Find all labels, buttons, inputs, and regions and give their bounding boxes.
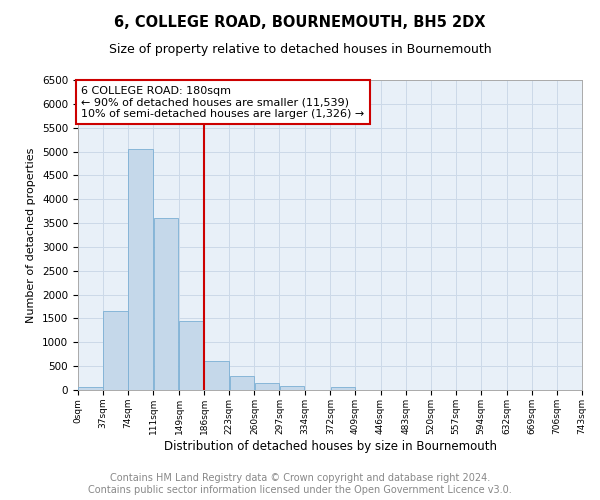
Bar — [254, 382, 279, 390]
Bar — [331, 388, 355, 390]
Bar — [78, 387, 103, 390]
Bar — [230, 376, 254, 390]
Text: 6 COLLEGE ROAD: 180sqm
← 90% of detached houses are smaller (11,539)
10% of semi: 6 COLLEGE ROAD: 180sqm ← 90% of detached… — [82, 86, 365, 119]
Bar — [179, 321, 204, 390]
Bar — [205, 362, 229, 390]
X-axis label: Distribution of detached houses by size in Bournemouth: Distribution of detached houses by size … — [163, 440, 497, 452]
Bar — [103, 311, 128, 390]
Bar — [128, 149, 153, 390]
Bar — [280, 386, 304, 390]
Text: Contains HM Land Registry data © Crown copyright and database right 2024.
Contai: Contains HM Land Registry data © Crown c… — [88, 474, 512, 495]
Text: Size of property relative to detached houses in Bournemouth: Size of property relative to detached ho… — [109, 42, 491, 56]
Y-axis label: Number of detached properties: Number of detached properties — [26, 148, 37, 322]
Bar — [154, 218, 178, 390]
Text: 6, COLLEGE ROAD, BOURNEMOUTH, BH5 2DX: 6, COLLEGE ROAD, BOURNEMOUTH, BH5 2DX — [114, 15, 486, 30]
